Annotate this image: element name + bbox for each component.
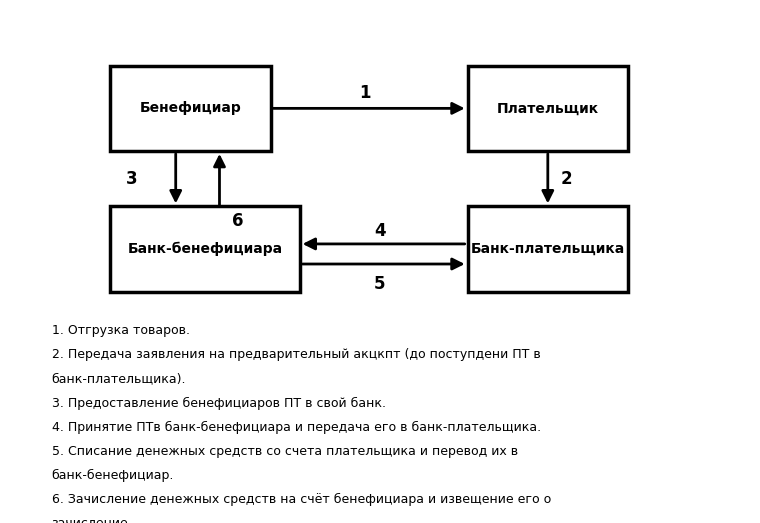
Bar xyxy=(110,66,271,151)
Text: Банк-бенефициара: Банк-бенефициара xyxy=(128,242,283,256)
Text: 3: 3 xyxy=(126,169,138,188)
Text: 3. Предоставление бенефициаров ПТ в свой банк.: 3. Предоставление бенефициаров ПТ в свой… xyxy=(52,396,385,410)
Text: 6. Зачисление денежных средств на счёт бенефициара и извещение его о: 6. Зачисление денежных средств на счёт б… xyxy=(52,493,551,506)
Text: Банк-плательщика: Банк-плательщика xyxy=(470,242,625,256)
Text: банк-плательщика).: банк-плательщика). xyxy=(52,372,186,385)
Text: 2: 2 xyxy=(560,169,572,188)
Bar xyxy=(467,206,628,292)
Text: 5: 5 xyxy=(374,275,386,293)
Text: 2. Передача заявления на предварительный акцкпт (до поступдени ПТ в: 2. Передача заявления на предварительный… xyxy=(52,348,540,361)
Bar xyxy=(110,206,299,292)
Text: 1. Отгрузка товаров.: 1. Отгрузка товаров. xyxy=(52,324,190,337)
Text: 1: 1 xyxy=(359,84,371,103)
Text: 4: 4 xyxy=(374,222,386,241)
Text: зачисление.: зачисление. xyxy=(52,517,132,523)
Bar xyxy=(467,66,628,151)
Text: Плательщик: Плательщик xyxy=(497,101,599,116)
Text: 6: 6 xyxy=(232,212,243,230)
Text: Бенефициар: Бенефициар xyxy=(139,101,241,116)
Text: 5. Списание денежных средств со счета плательщика и перевод их в: 5. Списание денежных средств со счета пл… xyxy=(52,445,518,458)
Text: 4. Принятие ПТв банк-бенефициара и передача его в банк-плательщика.: 4. Принятие ПТв банк-бенефициара и перед… xyxy=(52,420,541,434)
Text: банк-бенефициар.: банк-бенефициар. xyxy=(52,469,174,482)
